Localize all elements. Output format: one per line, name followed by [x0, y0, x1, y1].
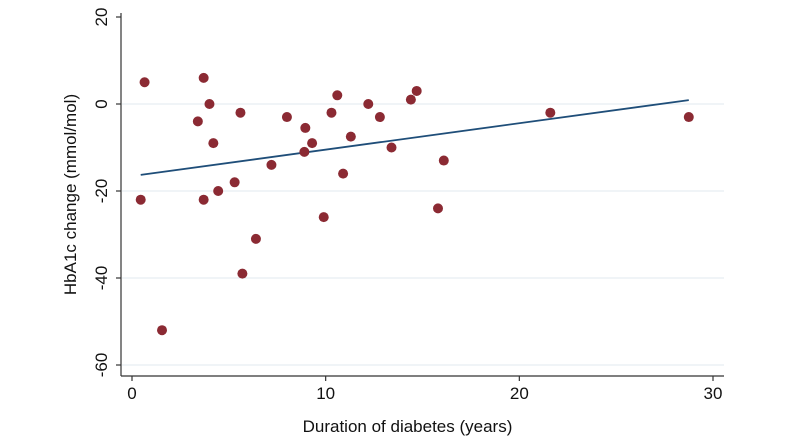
- y-axis-title: HbA1c change (mmol/mol): [61, 94, 80, 295]
- data-point: [386, 142, 397, 153]
- data-point: [318, 212, 329, 223]
- data-point: [345, 131, 356, 142]
- data-point: [332, 90, 343, 101]
- data-point: [213, 186, 224, 196]
- data-point: [326, 107, 337, 118]
- data-point: [139, 77, 150, 88]
- y-tick-label: 0: [92, 99, 111, 108]
- data-point: [374, 112, 385, 123]
- x-tick-label: 20: [510, 384, 529, 403]
- data-point: [204, 99, 215, 109]
- y-tick-label: -20: [92, 179, 111, 204]
- data-point: [405, 94, 416, 105]
- data-point: [438, 155, 449, 166]
- data-point: [363, 99, 374, 109]
- y-tick-label: -40: [92, 266, 111, 291]
- data-point: [545, 107, 556, 118]
- data-point: [235, 107, 246, 118]
- data-point: [300, 122, 311, 133]
- data-point: [250, 233, 261, 244]
- y-tick-label: -60: [92, 353, 111, 378]
- axes: [120, 13, 724, 377]
- fitted-line: [140, 99, 689, 176]
- data-point: [237, 268, 248, 279]
- data-point: [198, 194, 209, 205]
- data-point: [432, 203, 443, 214]
- data-point: [281, 112, 292, 123]
- data-point: [683, 112, 694, 123]
- data-point: [135, 194, 146, 205]
- y-tick-label: 20: [92, 8, 111, 27]
- y-axis-ticks: -60 -40 -20 0 20: [92, 8, 121, 378]
- x-tick-label: 10: [316, 384, 335, 403]
- x-axis-ticks: 0 10 20 30: [127, 376, 722, 403]
- data-point: [299, 146, 310, 157]
- data-point: [229, 177, 240, 188]
- data-point: [192, 116, 203, 127]
- fitted-line-group: [140, 99, 689, 176]
- x-tick-label: 30: [704, 384, 723, 403]
- data-point: [266, 159, 277, 170]
- data-point: [411, 85, 422, 96]
- data-point: [198, 72, 209, 83]
- data-point: [208, 138, 219, 149]
- data-point: [338, 168, 349, 179]
- data-point: [307, 138, 318, 149]
- data-point: [157, 325, 168, 336]
- x-tick-label: 0: [127, 384, 136, 403]
- x-axis-title: Duration of diabetes (years): [303, 417, 513, 436]
- scatter-points: [135, 72, 694, 336]
